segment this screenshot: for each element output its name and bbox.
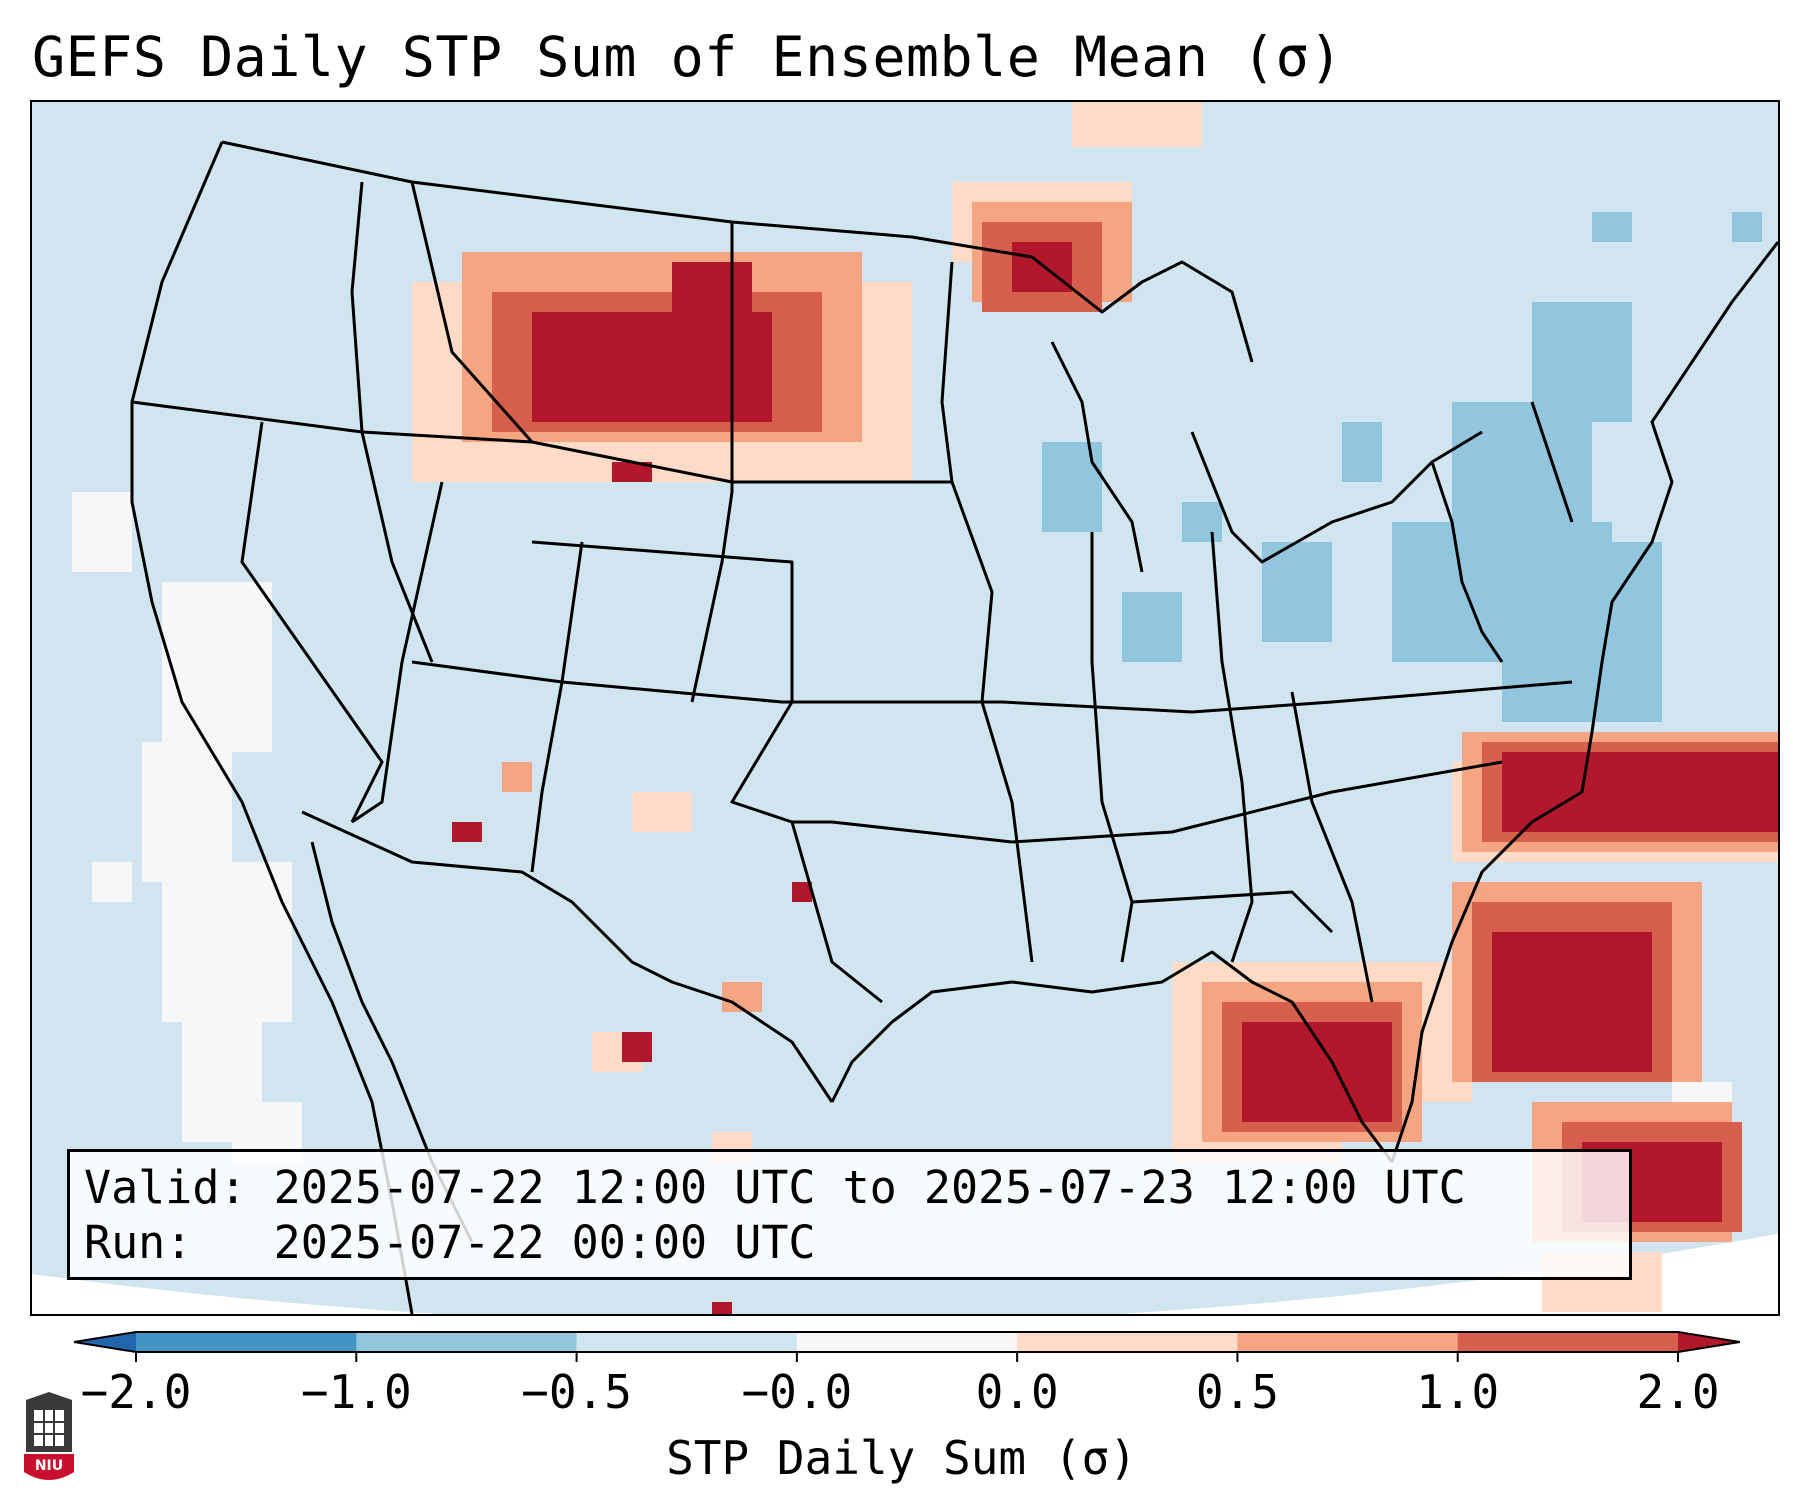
negative-anomaly bbox=[1042, 212, 1762, 722]
colorbar-label: STP Daily Sum (σ) bbox=[666, 1431, 1137, 1485]
colorbar-tick-label: −1.0 bbox=[300, 1365, 412, 1419]
map-panel bbox=[30, 100, 1780, 1316]
valid-time-range: 2025-07-22 12:00 UTC to 2025-07-23 12:00… bbox=[273, 1161, 1466, 1214]
colorbar-tick-label: −0.5 bbox=[521, 1365, 632, 1419]
valid-run-info-box: Valid: 2025-07-22 12:00 UTC to 2025-07-2… bbox=[67, 1149, 1632, 1280]
colorbar-tick-label: 2.0 bbox=[1636, 1365, 1720, 1419]
colorbar-tick-label: −0.0 bbox=[741, 1365, 853, 1419]
logo-text: NIU bbox=[35, 1458, 63, 1474]
map-boundaries bbox=[130, 140, 1778, 1314]
colorbar-bin bbox=[1237, 1332, 1459, 1352]
colorbar-tick-label: −2.0 bbox=[80, 1365, 192, 1419]
run-time: 2025-07-22 00:00 UTC bbox=[273, 1216, 816, 1269]
map-canvas bbox=[32, 102, 1778, 1314]
colorbar-extend-high bbox=[1678, 1332, 1740, 1352]
positive-extreme-anomaly bbox=[452, 242, 1778, 1314]
map-title: GEFS Daily STP Sum of Ensemble Mean (σ) bbox=[32, 25, 1343, 89]
near-zero-patches bbox=[72, 492, 1732, 1172]
colorbar-bin bbox=[136, 1332, 357, 1352]
colorbar-bin bbox=[356, 1332, 578, 1352]
colorbar-bin bbox=[1017, 1332, 1238, 1352]
colorbar-bin bbox=[796, 1332, 1018, 1352]
colorbar-tick-label: 0.5 bbox=[1195, 1365, 1279, 1419]
run-label: Run: bbox=[84, 1216, 193, 1269]
colorbar bbox=[74, 1331, 1740, 1362]
colorbar-tick-label: 1.0 bbox=[1416, 1365, 1500, 1419]
colorbar-bin bbox=[576, 1332, 798, 1352]
colorbar-extend-low bbox=[74, 1332, 136, 1352]
colorbar-tick-label: 0.0 bbox=[975, 1365, 1059, 1419]
niu-logo: NIU bbox=[24, 1392, 74, 1480]
colorbar-bin bbox=[1457, 1332, 1679, 1352]
valid-label: Valid: bbox=[84, 1161, 247, 1214]
